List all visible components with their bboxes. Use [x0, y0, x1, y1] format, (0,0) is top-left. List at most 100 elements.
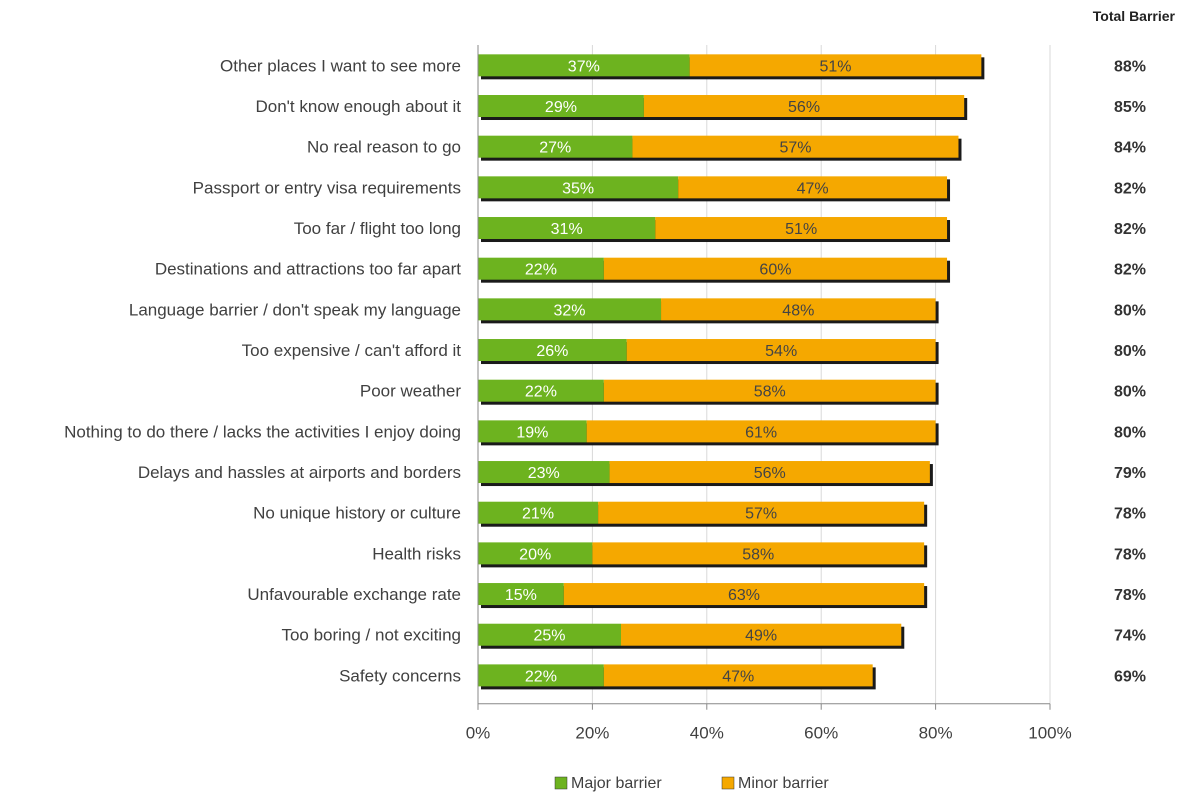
legend-label-minor: Minor barrier [738, 775, 829, 792]
category-label: Language barrier / don't speak my langua… [129, 300, 461, 319]
bar-minor-barrier [689, 54, 982, 77]
total-barrier-header: Total Barrier [1093, 8, 1176, 24]
x-tick-label: 80% [919, 724, 953, 743]
data-label-minor: 47% [797, 180, 829, 197]
bar-minor-barrier [592, 542, 925, 565]
x-tick-label: 100% [1028, 724, 1071, 743]
data-label-major: 32% [554, 302, 586, 319]
data-label-major: 22% [525, 262, 557, 279]
data-label-minor: 51% [819, 58, 851, 75]
data-label-major: 31% [551, 221, 583, 238]
bar-major-barrier [478, 542, 593, 565]
data-label-minor: 63% [728, 587, 760, 604]
bar-major-barrier [478, 54, 690, 77]
data-label-minor: 56% [754, 465, 786, 482]
bar-minor-barrier [603, 664, 873, 687]
category-label: Unfavourable exchange rate [247, 585, 461, 604]
category-label: Other places I want to see more [220, 56, 461, 75]
data-label-major: 15% [505, 587, 537, 604]
data-label-minor: 47% [722, 668, 754, 685]
bar-major-barrier [478, 664, 604, 687]
bar-major-barrier [478, 217, 656, 240]
data-label-major: 19% [516, 424, 548, 441]
data-label-major: 22% [525, 384, 557, 401]
data-label-minor: 56% [788, 99, 820, 116]
bar-minor-barrier [632, 135, 959, 158]
category-label: Too boring / not exciting [281, 626, 461, 645]
bar-major-barrier [478, 176, 679, 199]
category-label: No real reason to go [307, 138, 461, 157]
bar-minor-barrier [643, 95, 965, 118]
bar-minor-barrier [586, 420, 936, 443]
bar-minor-barrier [655, 217, 948, 240]
bar-minor-barrier [621, 623, 902, 646]
data-label-major: 21% [522, 506, 554, 523]
total-value: 88% [1114, 58, 1146, 75]
bar-major-barrier [478, 583, 564, 606]
data-label-major: 23% [528, 465, 560, 482]
total-values: 88% 85% 84% 82% 82% 82% 80% 80% 80% 80% 79% 78% 78% 7… [1114, 58, 1146, 685]
data-label-minor: 57% [745, 506, 777, 523]
total-value: 82% [1114, 180, 1146, 197]
total-value: 80% [1114, 424, 1146, 441]
category-label: Passport or entry visa requirements [193, 178, 461, 197]
data-label-minor: 60% [759, 262, 791, 279]
data-label-major: 22% [525, 668, 557, 685]
bar-minor-barrier [603, 379, 936, 402]
bar-major-barrier [478, 461, 610, 484]
x-tick-label: 20% [575, 724, 609, 743]
data-label-minor: 58% [742, 546, 774, 563]
bar-major-barrier [478, 501, 599, 524]
total-value: 85% [1114, 99, 1146, 116]
category-label: Health risks [372, 544, 461, 563]
category-label: Nothing to do there / lacks the activiti… [64, 422, 461, 441]
x-tick-label: 40% [690, 724, 724, 743]
data-label-major: 26% [536, 343, 568, 360]
category-label: Too expensive / can't afford it [242, 341, 462, 360]
bar-major-barrier [478, 379, 604, 402]
data-label-minor: 58% [754, 384, 786, 401]
total-value: 82% [1114, 221, 1146, 238]
bar-minor-barrier [678, 176, 948, 199]
data-label-major: 20% [519, 546, 551, 563]
total-value: 80% [1114, 302, 1146, 319]
category-labels: Other places I want to see more Don't kno… [64, 56, 461, 685]
data-label-minor: 54% [765, 343, 797, 360]
category-label: Too far / flight too long [294, 219, 461, 238]
total-value: 78% [1114, 587, 1146, 604]
bar-minor-barrier [603, 257, 948, 280]
category-label: Delays and hassles at airports and borde… [138, 463, 461, 482]
total-value: 79% [1114, 465, 1146, 482]
data-label-minor: 61% [745, 424, 777, 441]
legend-label-major: Major barrier [571, 775, 662, 792]
bar-minor-barrier [598, 501, 925, 524]
bar-minor-barrier [661, 298, 936, 321]
bar-major-barrier [478, 135, 633, 158]
legend-swatch-major [554, 776, 568, 790]
bar-major-barrier [478, 257, 604, 280]
total-value: 78% [1114, 506, 1146, 523]
total-value: 80% [1114, 343, 1146, 360]
category-label: Destinations and attractions too far apa… [155, 260, 461, 279]
category-label: Safety concerns [339, 666, 461, 685]
total-value: 69% [1114, 668, 1146, 685]
category-label: Poor weather [360, 382, 461, 401]
data-label-major: 25% [533, 628, 565, 645]
bar-major-barrier [478, 339, 627, 362]
category-label: No unique history or culture [253, 504, 461, 523]
bar-major-barrier [478, 420, 587, 443]
bar-minor-barrier [626, 339, 936, 362]
legend-swatch-minor [721, 776, 735, 790]
bars: 37% 51% 29% 56% 27% 57% 35% 47% 31% 51% 22% 60% 32% 4… [478, 54, 985, 690]
x-axis: 0% 20% 40% 60% 80% 100% [466, 45, 1072, 743]
legend: Major barrier Minor barrier [554, 775, 829, 792]
data-label-major: 35% [562, 180, 594, 197]
x-tick-label: 60% [804, 724, 838, 743]
total-value: 82% [1114, 262, 1146, 279]
x-tick-label: 0% [466, 724, 491, 743]
bar-minor-barrier [563, 583, 925, 606]
bar-major-barrier [478, 298, 662, 321]
bar-major-barrier [478, 95, 644, 118]
bar-minor-barrier [609, 461, 930, 484]
data-label-minor: 57% [779, 140, 811, 157]
